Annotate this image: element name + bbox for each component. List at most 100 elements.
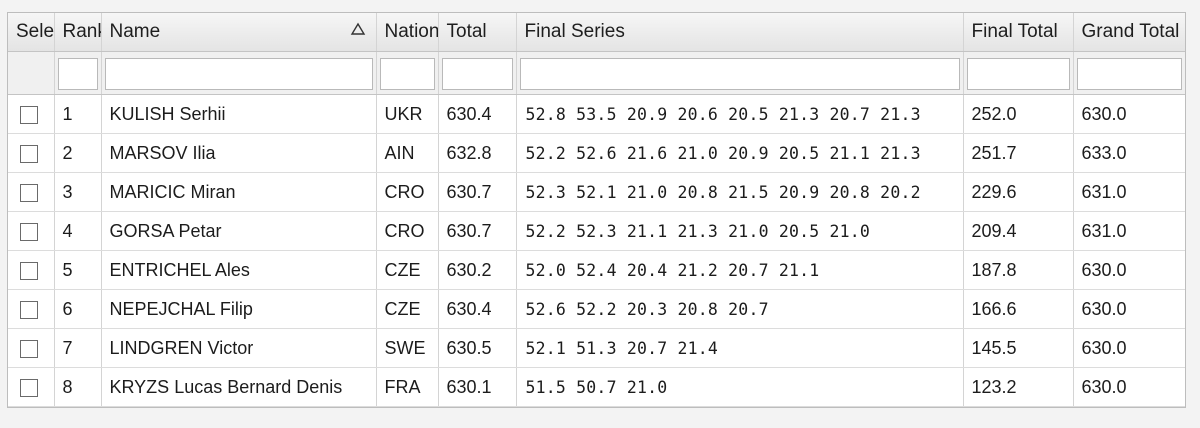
filter-cell-rank: [54, 51, 102, 95]
filter-input-final-total[interactable]: [966, 58, 1070, 90]
table-row[interactable]: 2 MARSOV Ilia AIN 632.8 52.2 52.6 21.6 2…: [8, 133, 1185, 173]
total-cell: 630.1: [438, 367, 517, 407]
total-cell: 630.7: [438, 211, 517, 251]
grand-total-cell: 631.0: [1073, 172, 1185, 212]
filter-cell-final-total: [963, 51, 1074, 95]
filter-input-total[interactable]: [441, 58, 513, 90]
nation-cell: CRO: [376, 211, 439, 251]
total-cell: 630.5: [438, 328, 517, 368]
select-cell: [8, 133, 55, 173]
name-cell: GORSA Petar: [101, 211, 377, 251]
rank-cell: 4: [54, 211, 102, 251]
final-total-cell: 145.5: [963, 328, 1074, 368]
grand-total-cell: 630.0: [1073, 328, 1185, 368]
select-cell: [8, 211, 55, 251]
column-header-grand-total[interactable]: Grand Total: [1073, 13, 1185, 52]
select-cell: [8, 172, 55, 212]
name-cell: KULISH Serhii: [101, 94, 377, 134]
column-header-total-label: Total: [446, 21, 487, 42]
row-checkbox[interactable]: [20, 105, 38, 124]
grand-total-cell: 630.0: [1073, 250, 1185, 290]
row-checkbox[interactable]: [20, 300, 38, 319]
rank-cell: 7: [54, 328, 102, 368]
grand-total-cell: 633.0: [1073, 133, 1185, 173]
final-series-cell: 52.2 52.3 21.1 21.3 21.0 20.5 21.0: [516, 211, 964, 251]
final-total-cell: 209.4: [963, 211, 1074, 251]
row-checkbox[interactable]: [20, 183, 38, 202]
row-checkbox[interactable]: [20, 261, 38, 280]
nation-cell: AIN: [376, 133, 439, 173]
table-row[interactable]: 4 GORSA Petar CRO 630.7 52.2 52.3 21.1 2…: [8, 211, 1185, 251]
final-series-cell: 52.8 53.5 20.9 20.6 20.5 21.3 20.7 21.3: [516, 94, 964, 134]
column-header-select[interactable]: Sele: [8, 13, 55, 52]
final-total-cell: 252.0: [963, 94, 1074, 134]
grand-total-cell: 631.0: [1073, 211, 1185, 251]
name-cell: KRYZS Lucas Bernard Denis: [101, 367, 377, 407]
filter-cell-final-series: [516, 51, 964, 95]
table-row[interactable]: 7 LINDGREN Victor SWE 630.5 52.1 51.3 20…: [8, 328, 1185, 368]
grand-total-cell: 630.0: [1073, 94, 1185, 134]
final-total-cell: 123.2: [963, 367, 1074, 407]
nation-cell: SWE: [376, 328, 439, 368]
rank-cell: 3: [54, 172, 102, 212]
table-row[interactable]: 8 KRYZS Lucas Bernard Denis FRA 630.1 51…: [8, 367, 1185, 407]
table-row[interactable]: 1 KULISH Serhii UKR 630.4 52.8 53.5 20.9…: [8, 94, 1185, 134]
column-header-grand-total-label: Grand Total: [1081, 21, 1180, 42]
row-checkbox[interactable]: [20, 339, 38, 358]
final-total-cell: 187.8: [963, 250, 1074, 290]
total-cell: 632.8: [438, 133, 517, 173]
row-checkbox[interactable]: [20, 144, 38, 163]
rank-cell: 8: [54, 367, 102, 407]
rank-cell: 1: [54, 94, 102, 134]
nation-cell: CRO: [376, 172, 439, 212]
final-total-cell: 166.6: [963, 289, 1074, 329]
filter-input-nation[interactable]: [379, 58, 435, 90]
rank-cell: 5: [54, 250, 102, 290]
column-header-nation[interactable]: Nation: [376, 13, 439, 52]
total-cell: 630.4: [438, 94, 517, 134]
filter-cell-name: [101, 51, 377, 95]
total-cell: 630.7: [438, 172, 517, 212]
rank-cell: 6: [54, 289, 102, 329]
final-series-cell: 52.3 52.1 21.0 20.8 21.5 20.9 20.8 20.2: [516, 172, 964, 212]
column-header-total[interactable]: Total: [438, 13, 517, 52]
column-header-rank[interactable]: Rank: [54, 13, 102, 52]
table-row[interactable]: 6 NEPEJCHAL Filip CZE 630.4 52.6 52.2 20…: [8, 289, 1185, 329]
select-cell: [8, 250, 55, 290]
column-header-nation-label: Nation: [384, 21, 438, 42]
nation-cell: FRA: [376, 367, 439, 407]
filter-input-final-series[interactable]: [519, 58, 960, 90]
filter-input-rank[interactable]: [57, 58, 98, 90]
select-cell: [8, 289, 55, 329]
final-series-cell: 52.6 52.2 20.3 20.8 20.7: [516, 289, 964, 329]
filter-cell-grand-total: [1073, 51, 1185, 95]
name-cell: MARSOV Ilia: [101, 133, 377, 173]
nation-cell: CZE: [376, 250, 439, 290]
filter-cell-total: [438, 51, 517, 95]
select-cell: [8, 328, 55, 368]
column-header-final-series[interactable]: Final Series: [516, 13, 964, 52]
filter-input-grand-total[interactable]: [1076, 58, 1182, 90]
row-checkbox[interactable]: [20, 222, 38, 241]
name-cell: LINDGREN Victor: [101, 328, 377, 368]
select-cell: [8, 367, 55, 407]
column-header-rank-label: Rank: [62, 21, 101, 42]
final-series-cell: 52.0 52.4 20.4 21.2 20.7 21.1: [516, 250, 964, 290]
table-row[interactable]: 3 MARICIC Miran CRO 630.7 52.3 52.1 21.0…: [8, 172, 1185, 212]
filter-cell-select: [8, 51, 55, 95]
nation-cell: UKR: [376, 94, 439, 134]
filter-input-name[interactable]: [104, 58, 373, 90]
column-header-final-total[interactable]: Final Total: [963, 13, 1074, 52]
column-header-final-total-label: Final Total: [971, 21, 1058, 42]
total-cell: 630.2: [438, 250, 517, 290]
final-series-cell: 52.1 51.3 20.7 21.4: [516, 328, 964, 368]
triangle-up-icon: [350, 22, 366, 36]
final-series-cell: 51.5 50.7 21.0: [516, 367, 964, 407]
total-cell: 630.4: [438, 289, 517, 329]
row-checkbox[interactable]: [20, 378, 38, 397]
results-table: Sele Rank Name Nation Total Final Series…: [8, 13, 1185, 407]
name-cell: MARICIC Miran: [101, 172, 377, 212]
grand-total-cell: 630.0: [1073, 367, 1185, 407]
column-header-name[interactable]: Name: [101, 13, 377, 52]
table-row[interactable]: 5 ENTRICHEL Ales CZE 630.2 52.0 52.4 20.…: [8, 250, 1185, 290]
